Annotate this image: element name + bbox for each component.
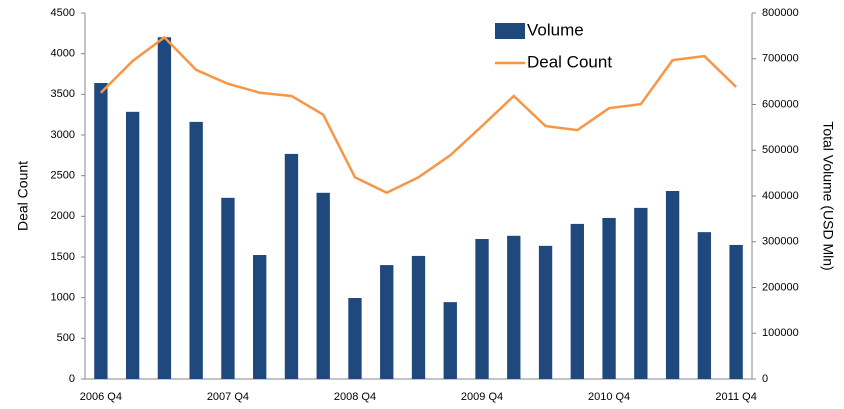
y-tick-label: 2000 bbox=[51, 210, 75, 222]
y-tick-label: 1000 bbox=[51, 292, 75, 304]
bar bbox=[665, 190, 680, 379]
bar bbox=[221, 197, 235, 379]
bar bbox=[570, 223, 584, 379]
y-tick-label: 3000 bbox=[51, 129, 75, 141]
x-tick-label: 2007 Q4 bbox=[207, 391, 249, 403]
y2-tick-label: 700000 bbox=[762, 53, 799, 65]
bar bbox=[475, 239, 489, 379]
bar bbox=[538, 245, 553, 379]
bar bbox=[348, 298, 362, 379]
y-tick-label: 1500 bbox=[51, 251, 75, 263]
bar bbox=[507, 235, 521, 379]
bar bbox=[189, 121, 203, 379]
bar bbox=[253, 255, 267, 379]
y-axis-title: Deal Count bbox=[15, 161, 31, 231]
y2-axis-title: Total Volume (USD Mln) bbox=[820, 121, 836, 270]
x-tick-label: 2008 Q4 bbox=[334, 391, 376, 403]
legend-label: Deal Count bbox=[527, 52, 612, 71]
bar bbox=[94, 82, 108, 379]
y2-tick-label: 100000 bbox=[762, 327, 799, 339]
y2-tick-label: 800000 bbox=[762, 7, 799, 19]
y-tick-label: 0 bbox=[69, 373, 75, 385]
y2-tick-label: 600000 bbox=[762, 98, 799, 110]
x-tick-label: 2010 Q4 bbox=[588, 391, 630, 403]
bar bbox=[634, 207, 648, 379]
bar bbox=[697, 232, 712, 379]
y2-tick-label: 300000 bbox=[762, 236, 799, 248]
bar bbox=[284, 153, 299, 379]
y2-tick-label: 200000 bbox=[762, 281, 799, 293]
bar bbox=[443, 302, 457, 379]
bar bbox=[602, 217, 616, 379]
x-tick-label: 2009 Q4 bbox=[461, 391, 503, 403]
bar bbox=[380, 265, 394, 379]
y-tick-label: 500 bbox=[57, 332, 75, 344]
bar bbox=[125, 111, 140, 379]
line bbox=[99, 35, 737, 195]
bar bbox=[157, 37, 172, 380]
y2-tick-label: 0 bbox=[762, 373, 768, 385]
bar bbox=[411, 255, 426, 379]
y2-tick-label: 500000 bbox=[762, 144, 799, 156]
y2-tick-label: 400000 bbox=[762, 190, 799, 202]
bar bbox=[316, 192, 330, 379]
legend-label: Volume bbox=[527, 20, 584, 39]
x-tick-label: 2006 Q4 bbox=[80, 391, 122, 403]
y-tick-label: 4000 bbox=[51, 48, 75, 60]
y-tick-label: 4500 bbox=[51, 7, 75, 19]
y-tick-label: 2500 bbox=[51, 170, 75, 182]
x-tick-label: 2011 Q4 bbox=[715, 391, 756, 403]
bar bbox=[729, 244, 743, 379]
y-tick-label: 3500 bbox=[51, 88, 75, 100]
legend-swatch bbox=[495, 23, 525, 39]
